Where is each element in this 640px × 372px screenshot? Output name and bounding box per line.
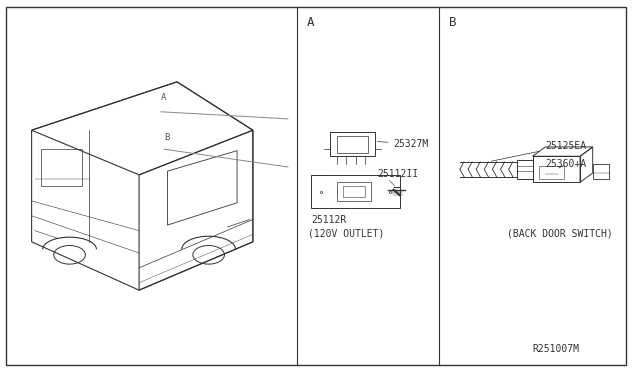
Text: 25112II: 25112II [378, 169, 419, 179]
Bar [337, 136, 368, 153]
Bar [593, 164, 609, 179]
Text: 25360+A: 25360+A [545, 159, 586, 169]
Bar [517, 160, 532, 179]
Text: 25327M: 25327M [378, 139, 429, 149]
Text: A: A [307, 16, 314, 29]
Text: A: A [161, 93, 166, 102]
Text: 25125EA: 25125EA [491, 141, 586, 161]
Text: 25112R: 25112R [312, 215, 347, 225]
Text: (BACK DOOR SWITCH): (BACK DOOR SWITCH) [508, 228, 613, 238]
Text: B: B [449, 16, 456, 29]
Text: R251007M: R251007M [533, 343, 580, 353]
Bar [539, 166, 564, 179]
Text: (120V OUTLET): (120V OUTLET) [308, 228, 385, 238]
Bar [532, 156, 580, 182]
Bar [337, 182, 371, 201]
Text: B: B [164, 132, 170, 141]
Bar [330, 132, 374, 156]
Bar [343, 186, 365, 197]
